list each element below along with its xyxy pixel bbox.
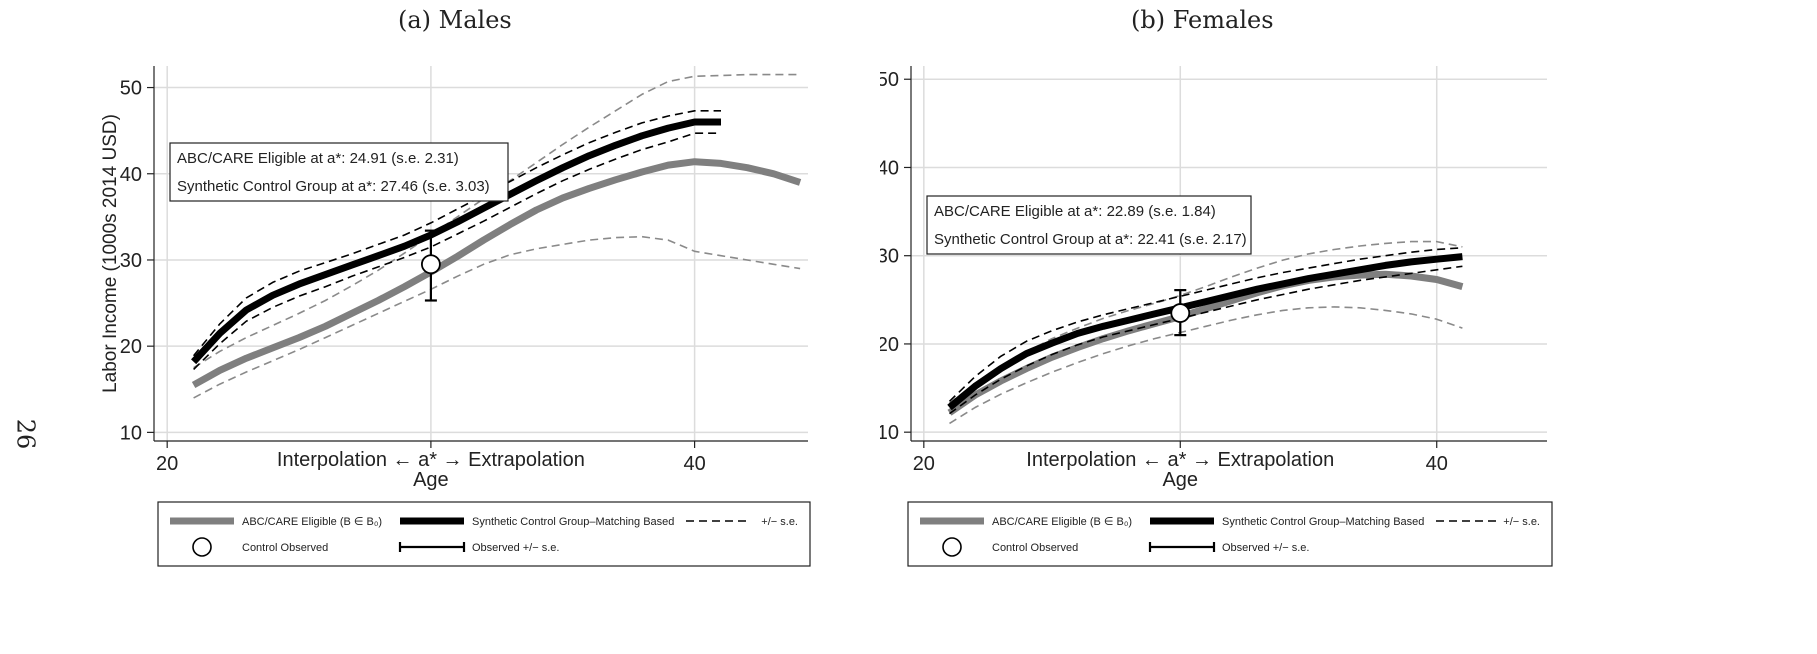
x-tick-label: 40 <box>1426 453 1448 475</box>
series-line-treat_lo <box>949 306 1463 425</box>
y-tick-label: 10 <box>120 422 142 444</box>
series-line-synth_lo <box>949 265 1463 415</box>
x-tick-label: 40 <box>683 453 705 475</box>
annotation-synthetic: Synthetic Control Group at a*: 22.41 (s.… <box>934 231 1247 248</box>
series-line-synth <box>947 253 1463 411</box>
x-axis-sublabel: Interpolation ← a* → Extrapolation <box>277 449 585 471</box>
legend-label-se: +/− s.e. <box>761 516 798 528</box>
control-observed-point <box>420 254 441 275</box>
annotation-eligible: ABC/CARE Eligible at a*: 22.89 (s.e. 1.8… <box>934 203 1216 220</box>
legend-label-control: Control Observed <box>242 542 328 554</box>
series-line-treat <box>191 158 802 389</box>
legend-swatch-control <box>192 537 212 557</box>
chart-females: 10 20 30 40 50 20 40 Interpolation ← a* → Extra… <box>880 66 1553 567</box>
x-axis-label: Age <box>1162 469 1198 491</box>
annotation-eligible: ABC/CARE Eligible at a*: 24.91 (s.e. 2.3… <box>177 150 459 167</box>
panel-b-title: (b) Females <box>1131 6 1274 34</box>
legend-label-se: +/− s.e. <box>1503 516 1540 528</box>
y-tick-label: 50 <box>120 78 142 100</box>
chart-males: 10 20 30 40 50 20 40 Interpolation ← a* → Extra… <box>100 66 811 567</box>
y-tick-label: 10 <box>880 422 899 444</box>
series-line-synth <box>191 118 721 365</box>
legend-label-errorbar: Observed +/− s.e. <box>1222 542 1309 554</box>
control-observed-point <box>1170 303 1191 323</box>
annotation-box <box>169 142 509 202</box>
annotation-synthetic: Synthetic Control Group at a*: 27.46 (s.… <box>177 178 490 195</box>
y-axis-label: Labor Income (1000s 2014 USD) <box>100 114 121 393</box>
x-axis-label: Age <box>413 469 449 491</box>
x-tick-label: 20 <box>913 453 935 475</box>
series-line-treat <box>947 270 1464 416</box>
series-line-synth_lo <box>193 132 721 370</box>
y-tick-label: 30 <box>880 246 899 268</box>
annotation-box <box>926 195 1252 255</box>
legend-label-errorbar: Observed +/− s.e. <box>472 542 559 554</box>
y-tick-label: 40 <box>880 157 899 179</box>
panel-a-title: (a) Males <box>398 6 512 34</box>
y-tick-label: 50 <box>880 69 899 91</box>
legend-label-control: Control Observed <box>992 542 1078 554</box>
x-axis-sublabel: Interpolation ← a* → Extrapolation <box>1026 449 1334 471</box>
legend-swatch-control <box>942 537 962 557</box>
legend-box <box>157 501 811 567</box>
legend-label-synthetic: Synthetic Control Group–Matching Based <box>1222 516 1424 528</box>
series-line-synth_hi <box>948 247 1463 402</box>
legend-label-eligible: ABC/CARE Eligible (B ∈ B₀) <box>242 516 382 528</box>
legend-label-synthetic: Synthetic Control Group–Matching Based <box>472 516 674 528</box>
legend-box <box>907 501 1553 567</box>
legend-label-eligible: ABC/CARE Eligible (B ∈ B₀) <box>992 516 1132 528</box>
series-line-treat_lo <box>193 235 801 399</box>
y-tick-label: 40 <box>120 164 142 186</box>
x-tick-label: 20 <box>156 453 178 475</box>
series-line-synth_hi <box>192 110 721 357</box>
y-tick-label: 20 <box>880 334 899 356</box>
y-tick-label: 20 <box>120 336 142 358</box>
series-line-treat_hi <box>949 240 1463 404</box>
y-tick-label: 30 <box>120 250 142 272</box>
